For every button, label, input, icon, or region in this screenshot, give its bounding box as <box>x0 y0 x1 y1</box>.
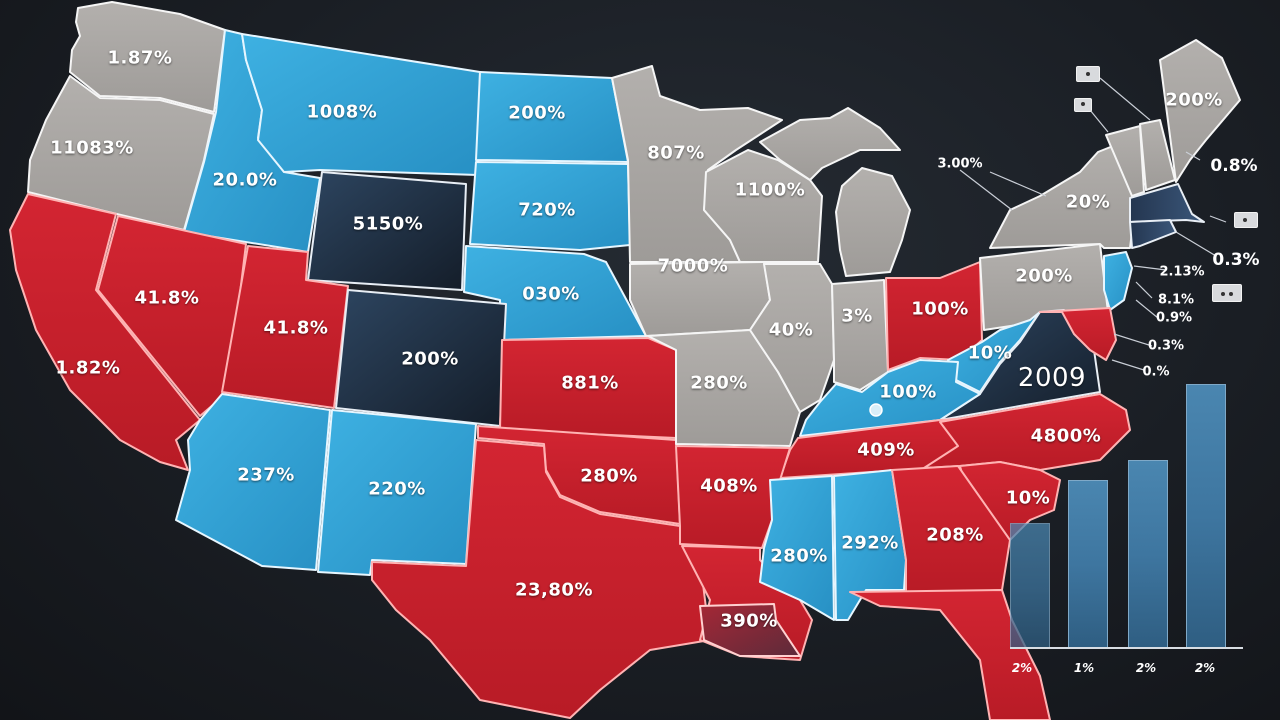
label-mississippi: 280% <box>770 545 828 567</box>
state-louisiana-delta[interactable] <box>699 603 801 657</box>
label-georgia: 208% <box>926 524 984 546</box>
label-minnesota: 807% <box>647 142 705 164</box>
label-maine: 200% <box>1165 89 1223 111</box>
label-pennsylvania: 200% <box>1015 265 1073 287</box>
state-wisconsin[interactable] <box>703 149 823 263</box>
chart-tick-3: 2% <box>1135 661 1157 675</box>
bar-1[interactable] <box>1010 523 1050 648</box>
chart-tick-4: 2% <box>1194 661 1216 675</box>
callout-mid-atlantic-4: 0.3% <box>1147 338 1185 354</box>
label-kentucky[interactable]: 100% <box>879 381 937 403</box>
label-colorado: 200% <box>401 348 459 370</box>
label-virginia: 2009 <box>1017 363 1087 393</box>
bar-2[interactable] <box>1068 480 1108 648</box>
label-tennessee: 409% <box>857 439 915 461</box>
label-idaho: 20.0% <box>212 169 278 191</box>
state-illinois[interactable] <box>749 263 835 413</box>
label-texas: 23,80% <box>515 579 593 601</box>
state-california[interactable] <box>9 193 201 471</box>
label-wisconsin: 1100% <box>734 179 806 201</box>
label-west-virginia: 10% <box>967 342 1013 364</box>
callout-new-england-1: 0.8% <box>1210 156 1258 176</box>
callout-mid-atlantic-1: 2.13% <box>1159 264 1205 280</box>
state-michigan[interactable] <box>835 167 911 277</box>
state-kentucky[interactable] <box>799 359 981 437</box>
state-south-dakota[interactable] <box>469 161 631 251</box>
state-new-jersey[interactable] <box>1103 251 1133 311</box>
label-south-carolina: 10% <box>1005 487 1051 509</box>
label-oregon: 11083% <box>50 137 134 159</box>
label-indiana: 3% <box>841 305 873 327</box>
chart-tick-2: 1% <box>1073 661 1095 675</box>
landmark-chip-icon[interactable] <box>1074 98 1092 112</box>
location-pin-icon[interactable] <box>869 403 883 417</box>
label-arkansas: 408% <box>700 475 758 497</box>
label-wyoming: 5150% <box>352 213 424 235</box>
state-arizona[interactable] <box>175 393 331 571</box>
state-minnesota[interactable] <box>611 65 783 263</box>
state-indiana[interactable] <box>831 279 889 391</box>
label-washington: 1.87% <box>107 47 173 69</box>
label-new-york: 20% <box>1065 191 1111 213</box>
label-new-mexico: 220% <box>368 478 426 500</box>
label-utah: 41.8% <box>263 317 329 339</box>
label-oklahoma: 280% <box>580 465 638 487</box>
bar-4[interactable] <box>1186 384 1226 648</box>
label-arizona: 237% <box>237 464 295 486</box>
chart-tick-1: 2% <box>1011 661 1033 675</box>
callout-mid-atlantic-3: 0.9% <box>1155 310 1193 326</box>
label-missouri: 280% <box>690 372 748 394</box>
label-california: 1.82% <box>55 357 121 379</box>
map-pin-chip-icon[interactable] <box>1076 66 1100 82</box>
label-iowa: 7000% <box>657 255 729 277</box>
state-michigan-up[interactable] <box>759 107 901 181</box>
state-wyoming[interactable] <box>307 171 467 291</box>
label-louisiana: 390% <box>720 610 778 632</box>
label-nebraska: 030% <box>522 283 580 305</box>
state-connecticut[interactable] <box>1129 219 1177 249</box>
state-nebraska[interactable] <box>463 245 647 341</box>
state-vermont[interactable] <box>1105 125 1145 197</box>
label-ohio: 100% <box>911 298 969 320</box>
label-north-dakota: 200% <box>508 102 566 124</box>
state-maryland[interactable] <box>1039 307 1117 361</box>
callout-leaders <box>959 77 1227 371</box>
label-alabama: 292% <box>841 532 899 554</box>
state-texas[interactable] <box>371 439 711 719</box>
state-maine[interactable] <box>1159 39 1241 183</box>
callout-mid-atlantic-2: 8.1% <box>1157 292 1195 308</box>
state-utah[interactable] <box>221 245 349 409</box>
state-washington[interactable] <box>69 1 226 113</box>
state-new-mexico[interactable] <box>317 409 477 576</box>
callout-great-lakes: 3.00% <box>937 156 983 172</box>
label-nevada: 41.8% <box>134 287 200 309</box>
chart-x-axis <box>1010 647 1243 649</box>
label-montana: 1008% <box>306 101 378 123</box>
label-kansas: 881% <box>561 372 619 394</box>
label-illinois: 40% <box>768 319 814 341</box>
legend-chip-icon[interactable] <box>1212 284 1242 302</box>
label-north-carolina: 4800% <box>1030 425 1102 447</box>
label-south-dakota: 720% <box>518 199 576 221</box>
callout-new-england-2: 0.3% <box>1212 250 1260 270</box>
bar-3[interactable] <box>1128 460 1168 648</box>
callout-mid-atlantic-5: 0.% <box>1142 364 1170 380</box>
state-florida[interactable] <box>849 589 1051 720</box>
data-chip-icon[interactable] <box>1234 212 1258 228</box>
state-mississippi[interactable] <box>759 475 835 621</box>
